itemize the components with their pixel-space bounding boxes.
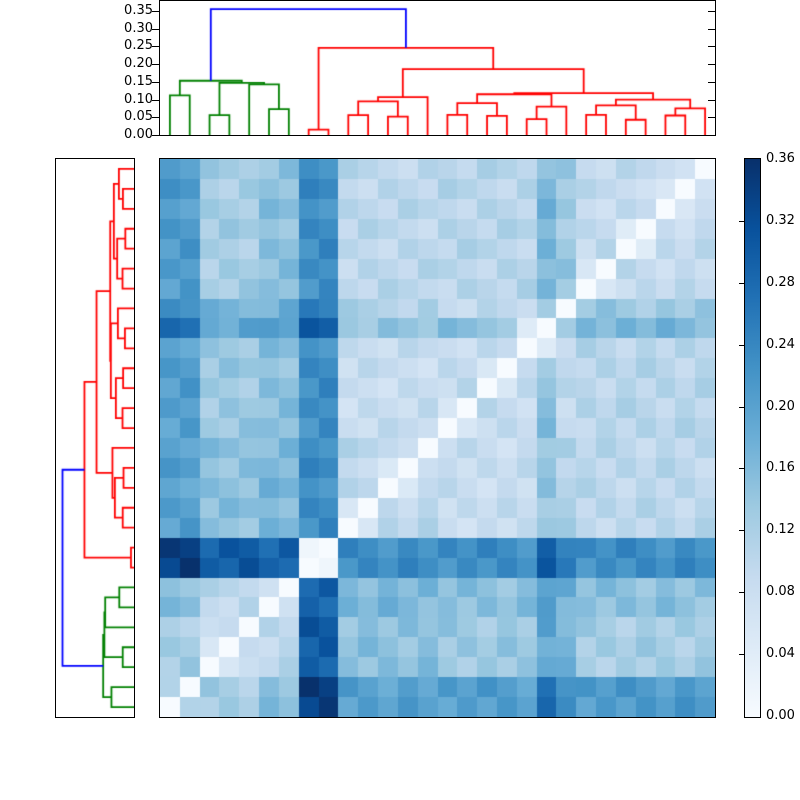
colorbar-tick-label: 0.08 <box>766 584 795 600</box>
top-axis-tick-mark-right <box>708 64 715 66</box>
colorbar-tick-mark <box>739 468 745 470</box>
colorbar-tick-mark <box>739 530 745 532</box>
top-axis-tick-label: 0.25 <box>124 38 153 54</box>
colorbar-tick-label: 0.36 <box>766 151 795 166</box>
colorbar-tick-label: 0.00 <box>766 708 795 723</box>
top-axis-tick-mark-right <box>708 46 715 48</box>
top-axis-tick-label: 0.15 <box>124 73 153 89</box>
heatmap-panel <box>159 158 716 718</box>
top-axis-tick-mark-right <box>708 117 715 119</box>
top-axis-tick-mark-right <box>708 28 715 30</box>
top-axis-tick-mark-left <box>152 117 159 119</box>
colorbar-tick-label: 0.16 <box>766 460 795 476</box>
colorbar-tick-label: 0.32 <box>766 212 795 228</box>
colorbar-tick-label: 0.20 <box>766 398 795 414</box>
colorbar-tick-mark <box>739 406 745 408</box>
top-axis-tick-label: 0.30 <box>124 20 153 36</box>
colorbar-tick-label: 0.28 <box>766 274 795 290</box>
colorbar-tick-mark <box>739 344 745 346</box>
colorbar <box>744 158 761 718</box>
heatmap-canvas <box>160 159 715 717</box>
top-axis-tick-label: 0.35 <box>124 2 153 18</box>
top-axis-tick-label: 0.10 <box>124 91 153 107</box>
top-axis-tick-mark-left <box>152 28 159 30</box>
left-dendrogram-canvas <box>56 159 134 717</box>
colorbar-tick-mark <box>739 220 745 222</box>
top-axis-tick-mark-left <box>152 10 159 12</box>
top-axis-tick-label: 0.05 <box>124 109 153 125</box>
top-axis-tick-mark-left <box>152 135 159 136</box>
top-axis-tick-mark-left <box>152 81 159 83</box>
top-axis-tick-mark-left <box>152 99 159 101</box>
top-axis-tick-mark-right <box>708 135 715 136</box>
colorbar-tick-mark <box>739 592 745 594</box>
top-axis-tick-mark-right <box>708 10 715 12</box>
top-axis-tick-mark-left <box>152 64 159 66</box>
colorbar-tick-mark <box>739 282 745 284</box>
top-dendrogram-panel <box>159 0 716 136</box>
top-axis-tick-label: 0.00 <box>124 127 153 142</box>
colorbar-gradient <box>745 159 760 717</box>
top-axis-tick-mark-right <box>708 81 715 83</box>
colorbar-tick-mark <box>739 654 745 656</box>
top-dendrogram-canvas <box>160 1 715 135</box>
top-axis-tick-mark-left <box>152 46 159 48</box>
top-axis-tick-mark-right <box>708 99 715 101</box>
left-dendrogram-panel <box>55 158 135 718</box>
colorbar-tick-label: 0.12 <box>766 522 795 538</box>
top-axis-tick-label: 0.20 <box>124 56 153 72</box>
colorbar-tick-label: 0.24 <box>766 336 795 352</box>
colorbar-tick-label: 0.04 <box>766 646 795 662</box>
